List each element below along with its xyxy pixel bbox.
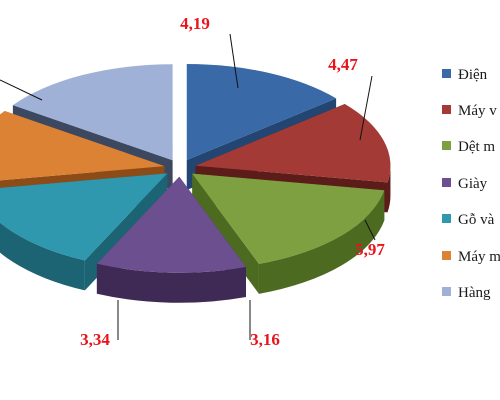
value-label-dien: 4,19 xyxy=(180,14,210,33)
value-label-may-v: 4,47 xyxy=(328,55,358,74)
slice-rim-det-m xyxy=(258,190,385,294)
legend-label-hang: Hàng xyxy=(458,285,491,301)
slice-may-m xyxy=(0,111,165,181)
leader-line-dien xyxy=(229,33,239,89)
slice-rim-may-v xyxy=(387,165,391,213)
legend-swatch-may-v xyxy=(442,105,451,114)
legend-label-det-m: Dệt m xyxy=(458,139,495,155)
legend-swatch-dien xyxy=(442,69,451,78)
slice-giay xyxy=(96,176,246,273)
slice-rim-go-va xyxy=(0,222,85,291)
leader-line-det-m xyxy=(364,219,376,241)
slice-det-m xyxy=(192,173,385,264)
legend-swatch-may-m xyxy=(442,251,451,260)
value-label-det-m: 5,97 xyxy=(355,240,385,259)
slice-may-v xyxy=(195,104,391,183)
legend-swatch-det-m xyxy=(442,141,451,150)
legend: Điện Máy v Dệt m Giày Gỗ và Máy m Hàng xyxy=(442,67,500,301)
legend-label-may-m: Máy m xyxy=(458,249,500,265)
legend-swatch-go-va xyxy=(442,214,451,223)
leader-line-may-v xyxy=(359,75,373,141)
legend-swatch-hang xyxy=(442,287,451,296)
legend-label-go-va: Gỗ và xyxy=(458,212,495,228)
legend-swatch-giay xyxy=(442,178,451,187)
slice-go-va xyxy=(0,173,168,261)
legend-label-may-v: Máy v xyxy=(458,103,497,119)
legend-label-giay: Giày xyxy=(458,176,488,192)
slice-dien xyxy=(186,64,337,161)
value-label-go-va: 3,34 xyxy=(80,330,110,349)
slice-hang xyxy=(12,64,173,161)
legend-label-dien: Điện xyxy=(458,67,488,83)
value-label-giay: 3,16 xyxy=(250,330,280,349)
leader-line-hang xyxy=(0,79,43,101)
slice-rim-giay xyxy=(96,263,246,303)
